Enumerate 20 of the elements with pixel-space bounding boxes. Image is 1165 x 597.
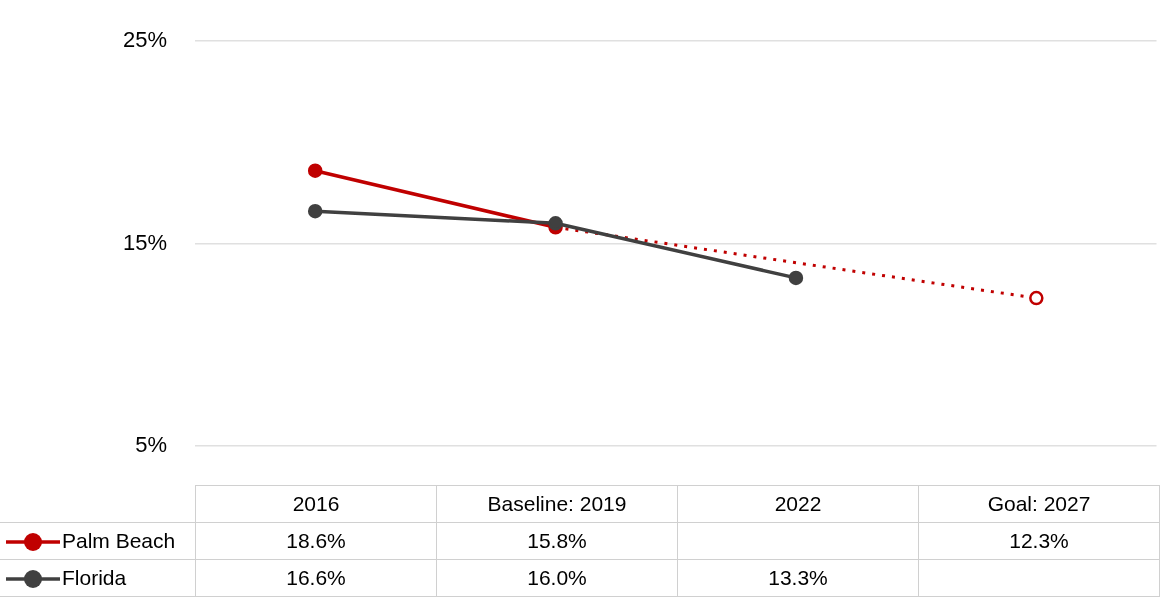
- x-tick-label: Baseline: 2019: [436, 485, 678, 523]
- y-tick-label: 5%: [135, 431, 167, 457]
- point: [307, 163, 323, 178]
- data-label: 16.0%: [436, 559, 678, 597]
- data-label: 13.3%: [677, 559, 919, 597]
- data-label: 16.6%: [195, 559, 437, 597]
- x-tick-label: Goal: 2027: [918, 485, 1160, 523]
- data-label: 15.8%: [436, 522, 678, 560]
- data-label: 12.3%: [918, 522, 1160, 560]
- point: [1029, 290, 1044, 306]
- y-tick-label: 15%: [122, 229, 167, 255]
- x-tick-label: 2022: [677, 485, 919, 523]
- point: [307, 203, 323, 219]
- legend-label: Florida: [62, 565, 127, 589]
- legend-label: Palm Beach: [62, 528, 176, 552]
- y-tick-label: 25%: [122, 27, 167, 53]
- data-label: 18.6%: [195, 522, 437, 560]
- x-tick-label: 2016: [195, 485, 437, 523]
- point: [548, 216, 563, 231]
- point: [788, 270, 804, 286]
